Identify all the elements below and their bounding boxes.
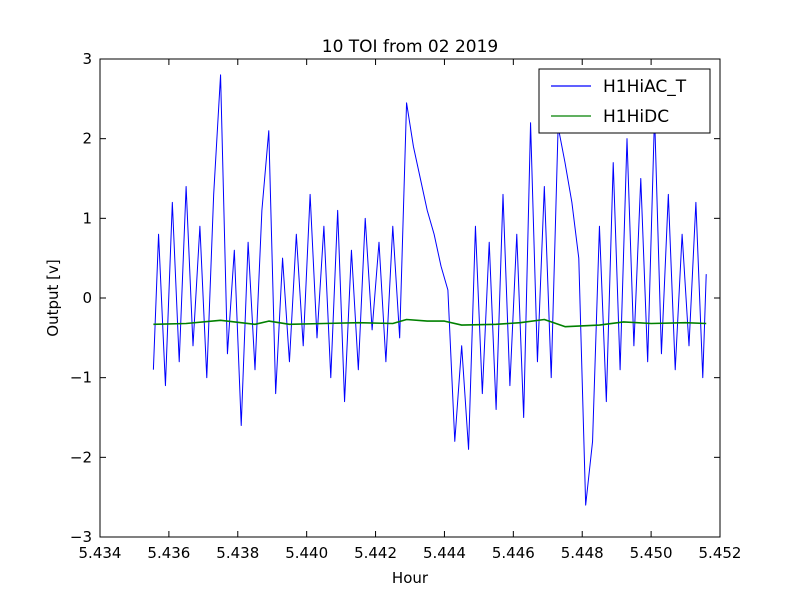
y-axis-title: Output [v] bbox=[44, 259, 62, 336]
y-tick-label: 1 bbox=[82, 209, 92, 227]
x-axis-title: Hour bbox=[392, 569, 429, 587]
axis-ticks: 5.434 5.436 5.438 5.440 5.442 5.444 5.446 5.448… bbox=[70, 50, 742, 562]
x-tick-label: 5.438 bbox=[216, 544, 259, 562]
y-tick-label: 0 bbox=[82, 289, 92, 307]
x-tick-label: 5.450 bbox=[630, 544, 673, 562]
series-line-h1hidc bbox=[153, 318, 707, 328]
chart-title: 10 TOI from 02 2019 bbox=[322, 37, 498, 57]
x-tick-label: 5.442 bbox=[354, 544, 397, 562]
x-tick-label: 5.446 bbox=[492, 544, 535, 562]
x-tick-label: 5.436 bbox=[147, 544, 190, 562]
x-tick-label: 5.444 bbox=[423, 544, 466, 562]
legend-label-h1hidc: H1HiDC bbox=[603, 107, 669, 127]
legend: H1HiAC_T H1HiDC bbox=[538, 68, 711, 134]
y-tick-label: −2 bbox=[70, 448, 92, 466]
x-tick-label: 5.434 bbox=[79, 544, 122, 562]
x-tick-label: 5.452 bbox=[699, 544, 742, 562]
series-line-h1hiac-t bbox=[152, 74, 707, 506]
x-tick-label: 5.448 bbox=[561, 544, 604, 562]
x-tick-label: 5.440 bbox=[285, 544, 328, 562]
plot-area bbox=[152, 74, 707, 506]
y-tick-label: −1 bbox=[70, 369, 92, 387]
y-tick-label: 3 bbox=[82, 50, 92, 68]
legend-box bbox=[538, 68, 711, 134]
y-tick-label: −3 bbox=[70, 528, 92, 546]
legend-label-h1hiac-t: H1HiAC_T bbox=[603, 77, 687, 97]
y-tick-label: 2 bbox=[82, 130, 92, 148]
